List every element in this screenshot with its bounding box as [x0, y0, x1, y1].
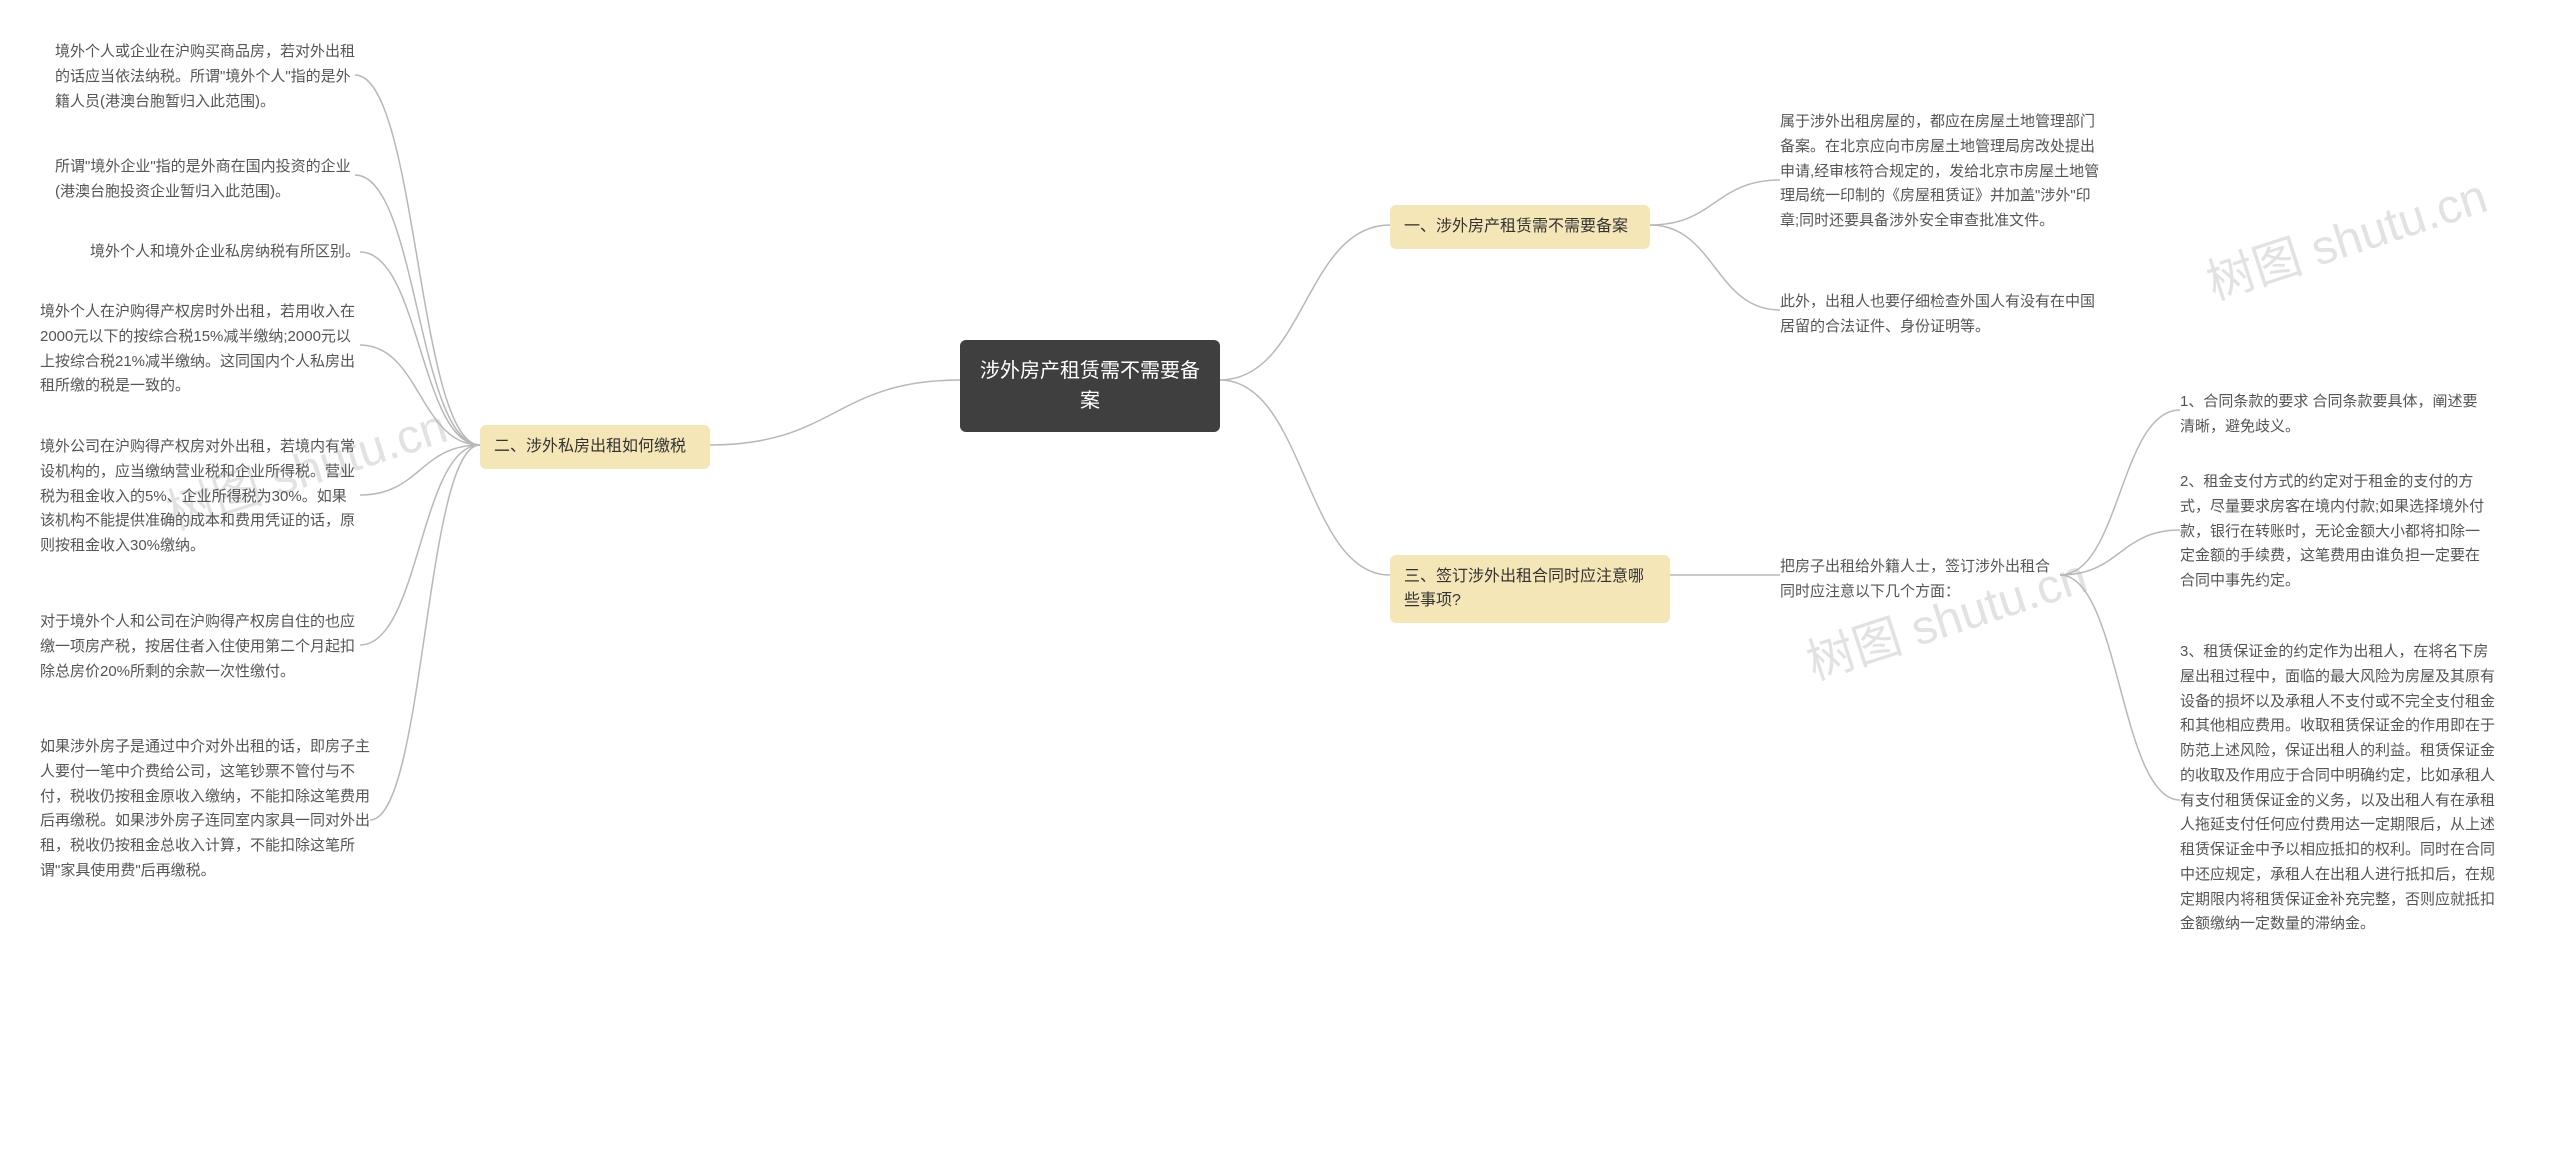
branch-3: 三、签订涉外出租合同时应注意哪些事项? — [1390, 555, 1670, 623]
leaf-2-4: 境外公司在沪购得产权房对外出租，若境内有常设机构的，应当缴纳营业税和企业所得税。… — [40, 435, 360, 559]
leaf-2-2: 境外个人和境外企业私房纳税有所区别。 — [90, 240, 360, 265]
branch-2: 二、涉外私房出租如何缴税 — [480, 425, 710, 469]
leaf-2-0: 境外个人或企业在沪购买商品房，若对外出租的话应当依法纳税。所谓"境外个人"指的是… — [55, 40, 355, 114]
leaf-2-1: 所谓"境外企业"指的是外商在国内投资的企业(港澳台胞投资企业暂归入此范围)。 — [55, 155, 355, 205]
connector-layer — [0, 0, 2560, 1155]
branch-3-mid: 把房子出租给外籍人士，签订涉外出租合同时应注意以下几个方面： — [1780, 555, 2060, 605]
leaf-3-0: 1、合同条款的要求 合同条款要具体，阐述要清晰，避免歧义。 — [2180, 390, 2480, 440]
leaf-2-5: 对于境外个人和公司在沪购得产权房自住的也应缴一项房产税，按居住者入住使用第二个月… — [40, 610, 360, 684]
leaf-3-2: 3、租赁保证金的约定作为出租人，在将名下房屋出租过程中，面临的最大风险为房屋及其… — [2180, 640, 2500, 937]
leaf-1-0: 属于涉外出租房屋的，都应在房屋土地管理部门备案。在北京应向市房屋土地管理局房改处… — [1780, 110, 2100, 234]
leaf-2-6: 如果涉外房子是通过中介对外出租的话，即房子主人要付一笔中介费给公司，这笔钞票不管… — [40, 735, 370, 884]
leaf-1-1: 此外，出租人也要仔细检查外国人有没有在中国居留的合法证件、身份证明等。 — [1780, 290, 2100, 340]
watermark: 树图 shutu.cn — [2196, 157, 2494, 313]
branch-1: 一、涉外房产租赁需不需要备案 — [1390, 205, 1650, 249]
leaf-2-3: 境外个人在沪购得产权房时外出租，若用收入在2000元以下的按综合税15%减半缴纳… — [40, 300, 360, 399]
leaf-3-1: 2、租金支付方式的约定对于租金的支付的方式，尽量要求房客在境内付款;如果选择境外… — [2180, 470, 2490, 594]
root-node: 涉外房产租赁需不需要备案 — [960, 340, 1220, 432]
